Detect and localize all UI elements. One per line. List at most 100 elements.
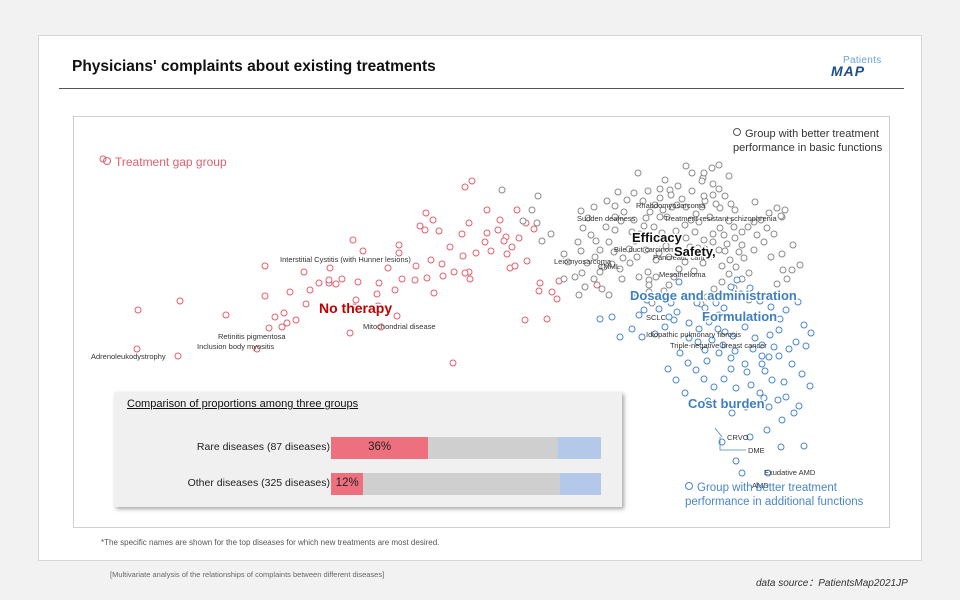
data-point [720, 231, 728, 239]
data-point [725, 172, 733, 180]
data-point [286, 288, 294, 296]
data-point [661, 323, 669, 331]
data-point [663, 213, 671, 221]
data-point [633, 253, 641, 261]
data-point [634, 169, 642, 177]
data-point [651, 201, 659, 209]
data-point [767, 303, 775, 311]
legend-gray-label: Group with better treatment performance … [733, 128, 883, 154]
data-point [712, 299, 720, 307]
data-point [423, 274, 431, 282]
comparison-title: Comparison of proportions among three gr… [127, 398, 359, 410]
data-point [466, 275, 474, 283]
data-point [645, 288, 653, 296]
comparison-bar-other: 12% [331, 473, 601, 495]
point-annotation: Bile duct carcinoma [614, 245, 680, 254]
data-point [731, 234, 739, 242]
data-point [774, 396, 782, 404]
data-point [763, 224, 771, 232]
data-point [790, 409, 798, 417]
data-point [788, 360, 796, 368]
data-point [795, 402, 803, 410]
data-point [733, 276, 741, 284]
data-point [742, 403, 750, 411]
data-point [673, 201, 681, 209]
data-point [519, 217, 527, 225]
data-point [515, 234, 523, 242]
point-annotation: Safety, [674, 244, 716, 259]
data-point [719, 341, 727, 349]
data-point [496, 216, 504, 224]
point-annotation: CMML [598, 262, 620, 271]
legend-red-label: Treatment gap group [115, 155, 227, 169]
data-point [665, 281, 673, 289]
data-point [741, 360, 749, 368]
comparison-panel: Comparison of proportions among three gr… [114, 392, 622, 507]
point-annotation: CRVO [727, 433, 749, 442]
bar-segment-red-label: 36% [368, 441, 392, 453]
data-point [747, 381, 755, 389]
slide-panel: Physicians' complaints about existing tr… [38, 35, 922, 561]
data-point [483, 229, 491, 237]
data-point [176, 297, 184, 305]
data-point [761, 367, 769, 375]
data-point [521, 316, 529, 324]
data-point [571, 273, 579, 281]
data-point [306, 286, 314, 294]
data-point [661, 176, 669, 184]
data-point [721, 328, 729, 336]
data-point [395, 241, 403, 249]
data-point [670, 273, 678, 281]
data-point [741, 323, 749, 331]
data-point [373, 290, 381, 298]
point-annotation: Adrenoleukodystrophy [91, 352, 166, 361]
data-point [639, 197, 647, 205]
bar-segment-gray [428, 437, 558, 459]
data-point [384, 264, 392, 272]
data-point [659, 206, 667, 214]
data-point [701, 304, 709, 312]
data-point [695, 325, 703, 333]
data-point [673, 308, 681, 316]
point-annotation: Dosage and administration [630, 288, 797, 303]
data-point [729, 332, 737, 340]
data-point [806, 382, 814, 390]
data-point [667, 299, 675, 307]
data-point [750, 218, 758, 226]
data-point [778, 416, 786, 424]
data-point [584, 214, 592, 222]
data-point [359, 247, 367, 255]
data-point [700, 169, 708, 177]
data-point [628, 228, 636, 236]
data-point [765, 403, 773, 411]
data-point [261, 292, 269, 300]
data-point [630, 216, 638, 224]
data-point [667, 191, 675, 199]
comparison-bar-rare: 36% [331, 437, 601, 459]
data-point [685, 319, 693, 327]
point-annotation: Idiopathic pulmonary fibrosis [646, 330, 741, 339]
data-point [775, 326, 783, 334]
data-point [756, 313, 764, 321]
data-point [721, 192, 729, 200]
data-point [749, 345, 757, 353]
series-2 [596, 276, 815, 477]
data-point [708, 336, 716, 344]
data-point [693, 299, 701, 307]
data-point [700, 192, 708, 200]
data-point [222, 311, 230, 319]
data-point [685, 334, 693, 342]
data-point [655, 249, 663, 257]
data-point [770, 343, 778, 351]
data-point [449, 359, 457, 367]
data-point [261, 262, 269, 270]
data-point [715, 185, 723, 193]
data-point [605, 238, 613, 246]
data-point [726, 256, 734, 264]
leader-line [719, 437, 746, 451]
data-point [682, 203, 690, 211]
data-point [773, 280, 781, 288]
data-point [788, 266, 796, 274]
data-point [716, 224, 724, 232]
